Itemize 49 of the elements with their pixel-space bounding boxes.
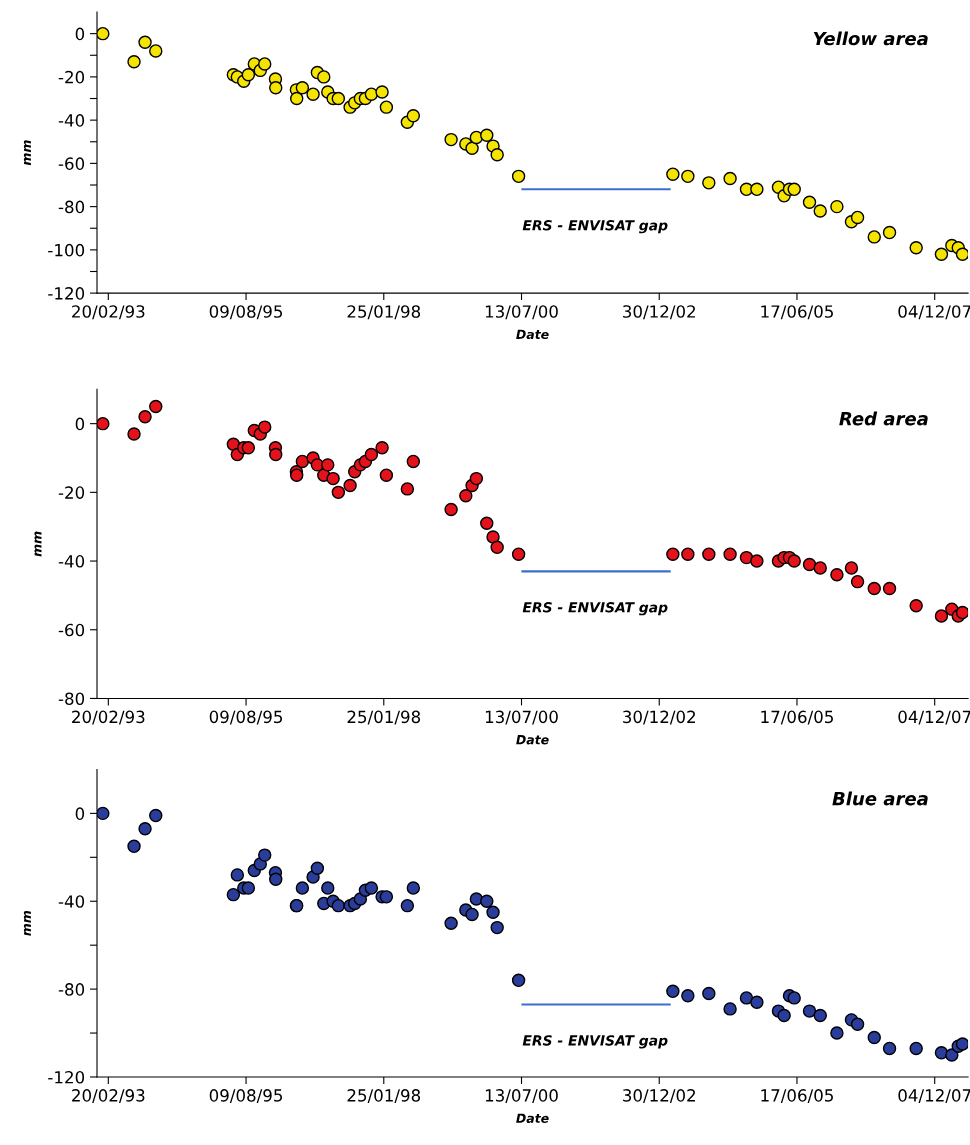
text: Blue area xyxy=(832,791,928,806)
annotation: ERS - ENVISAT gap xyxy=(522,1035,668,1049)
x-axis-title: Date xyxy=(516,1113,549,1123)
x-tick-label: 20/02/93 xyxy=(72,305,145,320)
x-tick-label: 04/12/07 xyxy=(898,1089,970,1103)
y-tick-label: -40 xyxy=(58,114,85,127)
x-tick-label: 13/07/00 xyxy=(485,710,558,725)
x-tick-label: 17/06/05 xyxy=(761,1089,833,1103)
x-axis-title: Date xyxy=(516,735,549,745)
x-tick-label: 13/07/00 xyxy=(485,1089,558,1103)
y-tick-label: -80 xyxy=(58,200,85,214)
y-tick-label: -60 xyxy=(58,623,85,637)
y-axis-title: mm xyxy=(23,140,31,166)
y-tick-label: -60 xyxy=(58,157,85,170)
y-tick-label: 0 xyxy=(75,807,85,820)
x-tick-label: 09/08/95 xyxy=(209,1089,283,1103)
x-axis-title: Date xyxy=(516,329,549,340)
x-tick-label: 30/12/02 xyxy=(623,710,695,725)
y-tick-label: 0 xyxy=(75,417,85,431)
x-tick-label: 17/06/05 xyxy=(761,710,833,725)
text: Yellow area xyxy=(813,31,928,46)
x-tick-label: 09/08/95 xyxy=(209,305,283,320)
y-tick-label: 0 xyxy=(75,27,85,41)
text: Red area xyxy=(839,411,928,426)
x-tick-label: 04/12/07 xyxy=(898,710,970,725)
y-tick-label: -20 xyxy=(58,70,85,84)
y-tick-label: -120 xyxy=(48,287,85,300)
y-tick-label: -100 xyxy=(48,243,85,257)
x-tick-label: 20/02/93 xyxy=(72,1089,145,1103)
x-tick-label: 25/01/98 xyxy=(347,1089,421,1103)
annotation: ERS - ENVISAT gap xyxy=(522,220,668,234)
y-tick-label: -40 xyxy=(58,895,85,908)
x-tick-label: 25/01/98 xyxy=(347,305,421,320)
y-tick-label: -80 xyxy=(58,692,85,706)
y-tick-label: -120 xyxy=(48,1070,85,1084)
x-tick-label: 04/12/07 xyxy=(898,305,970,320)
y-tick-label: -40 xyxy=(58,555,85,568)
x-tick-label: 17/06/05 xyxy=(761,305,833,320)
x-tick-label: 09/08/95 xyxy=(209,710,283,725)
x-tick-label: 30/12/02 xyxy=(623,305,695,320)
y-tick-label: -80 xyxy=(58,983,85,996)
x-tick-label: 30/12/02 xyxy=(623,1089,695,1103)
annotation: ERS - ENVISAT gap xyxy=(522,602,668,616)
x-tick-label: 13/07/00 xyxy=(485,305,558,320)
y-tick-label: -20 xyxy=(58,486,85,499)
x-tick-label: 20/02/93 xyxy=(72,710,145,725)
y-axis-title: mm xyxy=(34,531,42,557)
x-tick-label: 25/01/98 xyxy=(347,710,421,725)
y-axis-title: mm xyxy=(23,910,31,936)
